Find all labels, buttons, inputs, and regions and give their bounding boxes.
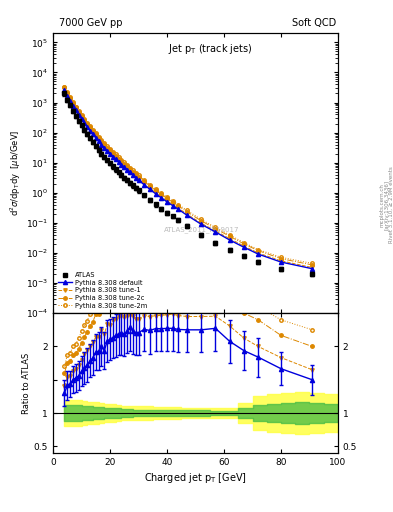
Text: Soft QCD: Soft QCD <box>292 18 336 28</box>
Text: 7000 GeV pp: 7000 GeV pp <box>59 18 123 28</box>
X-axis label: Charged jet p$_\mathsf{T}$ [GeV]: Charged jet p$_\mathsf{T}$ [GeV] <box>144 471 247 485</box>
Y-axis label: Ratio to ATLAS: Ratio to ATLAS <box>22 353 31 414</box>
Text: mcplots.cern.ch: mcplots.cern.ch <box>380 183 385 227</box>
Y-axis label: d$^2\sigma$/dp$_{\mathsf{T}}$dy  [$\mu$b/GeV]: d$^2\sigma$/dp$_{\mathsf{T}}$dy [$\mu$b/… <box>9 130 23 217</box>
Text: ATLAS_2011_I919017: ATLAS_2011_I919017 <box>163 226 239 232</box>
Text: Rivet 3.1.10, ≥ 2.9M events: Rivet 3.1.10, ≥ 2.9M events <box>389 166 393 243</box>
Text: Jet p$_\mathsf{T}$ (track jets): Jet p$_\mathsf{T}$ (track jets) <box>167 41 252 56</box>
Legend: ATLAS, Pythia 8.308 default, Pythia 8.308 tune-1, Pythia 8.308 tune-2c, Pythia 8: ATLAS, Pythia 8.308 default, Pythia 8.30… <box>56 270 149 310</box>
Text: [arXiv:1306.3436]: [arXiv:1306.3436] <box>384 180 389 230</box>
